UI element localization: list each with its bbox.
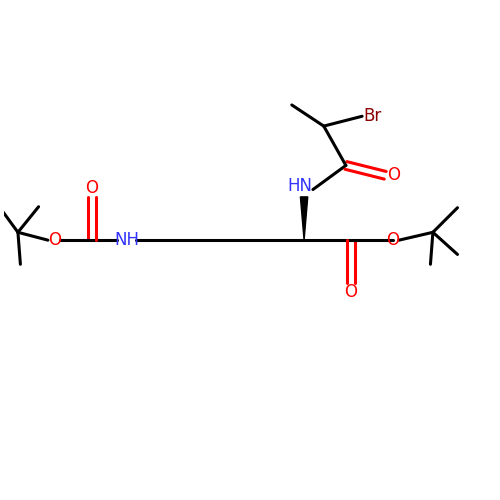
Polygon shape <box>300 197 308 240</box>
Text: O: O <box>48 231 61 249</box>
Text: Br: Br <box>364 108 382 126</box>
Text: O: O <box>388 166 400 184</box>
Text: O: O <box>386 231 399 249</box>
Text: HN: HN <box>288 177 312 195</box>
Text: O: O <box>344 284 358 302</box>
Text: O: O <box>85 179 98 197</box>
Text: NH: NH <box>114 231 140 249</box>
